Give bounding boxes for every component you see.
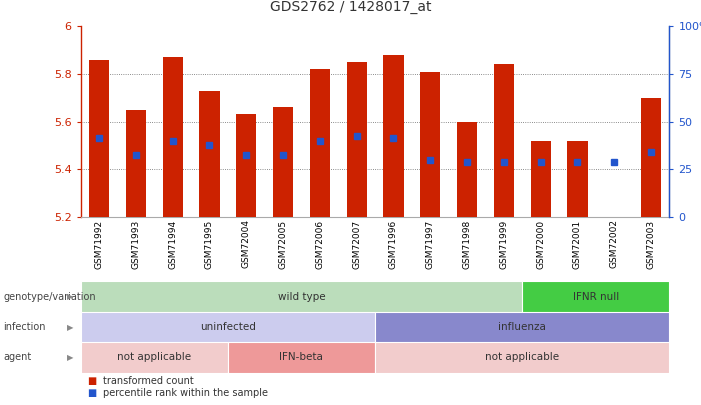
Text: wild type: wild type [278, 292, 325, 302]
Text: agent: agent [4, 352, 32, 362]
Bar [383, 55, 404, 217]
Bar [125, 110, 146, 217]
Bar [310, 69, 330, 217]
Text: not applicable: not applicable [485, 352, 559, 362]
Text: not applicable: not applicable [117, 352, 191, 362]
Text: ■: ■ [88, 375, 97, 386]
Bar [89, 60, 109, 217]
Bar [494, 64, 514, 217]
Bar [236, 114, 257, 217]
Text: uninfected: uninfected [200, 322, 256, 332]
Bar [375, 312, 669, 342]
Text: transformed count: transformed count [103, 375, 193, 386]
Bar [457, 122, 477, 217]
Text: ▶: ▶ [67, 292, 74, 301]
Bar [346, 62, 367, 217]
Text: GDS2762 / 1428017_at: GDS2762 / 1428017_at [270, 0, 431, 14]
Text: infection: infection [4, 322, 46, 332]
Bar [199, 91, 219, 217]
Bar [522, 281, 669, 312]
Bar [228, 342, 375, 373]
Bar [81, 281, 522, 312]
Text: percentile rank within the sample: percentile rank within the sample [103, 388, 268, 398]
Bar [567, 141, 587, 217]
Bar [420, 72, 440, 217]
Text: IFN-beta: IFN-beta [280, 352, 323, 362]
Text: genotype/variation: genotype/variation [4, 292, 96, 302]
Bar [375, 342, 669, 373]
Text: ▶: ▶ [67, 322, 74, 332]
Text: ■: ■ [88, 388, 97, 398]
Bar [273, 107, 293, 217]
Bar [531, 141, 551, 217]
Text: influenza: influenza [498, 322, 546, 332]
Text: ▶: ▶ [67, 353, 74, 362]
Bar [81, 342, 228, 373]
Text: IFNR null: IFNR null [573, 292, 619, 302]
Bar [163, 57, 183, 217]
Bar [81, 312, 375, 342]
Bar [641, 98, 661, 217]
